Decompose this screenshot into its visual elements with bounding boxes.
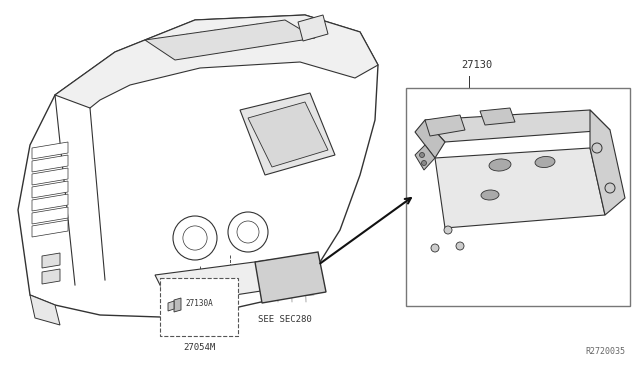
Polygon shape	[155, 258, 300, 305]
Circle shape	[422, 160, 426, 166]
Polygon shape	[55, 15, 378, 108]
Polygon shape	[32, 168, 68, 185]
Text: 27054M: 27054M	[183, 343, 215, 352]
Polygon shape	[32, 220, 68, 237]
Polygon shape	[32, 142, 68, 159]
Polygon shape	[480, 108, 515, 125]
Circle shape	[605, 183, 615, 193]
Polygon shape	[255, 252, 326, 303]
Polygon shape	[415, 145, 435, 170]
Text: 27130A: 27130A	[185, 298, 212, 308]
Polygon shape	[425, 115, 465, 136]
Circle shape	[431, 244, 439, 252]
Polygon shape	[32, 155, 68, 172]
Circle shape	[444, 226, 452, 234]
Polygon shape	[298, 15, 328, 41]
Text: R2720035: R2720035	[585, 347, 625, 356]
Polygon shape	[30, 295, 60, 325]
Polygon shape	[248, 102, 328, 167]
Ellipse shape	[489, 159, 511, 171]
Polygon shape	[32, 207, 68, 224]
Bar	[160, 278, 238, 336]
Ellipse shape	[535, 157, 555, 167]
Polygon shape	[145, 20, 315, 60]
Circle shape	[419, 153, 424, 157]
Text: SEE SEC280: SEE SEC280	[258, 315, 312, 324]
Polygon shape	[32, 181, 68, 198]
Polygon shape	[174, 298, 181, 312]
Circle shape	[592, 143, 602, 153]
Polygon shape	[425, 110, 610, 142]
Polygon shape	[32, 194, 68, 211]
Ellipse shape	[481, 190, 499, 200]
Circle shape	[456, 242, 464, 250]
Polygon shape	[42, 253, 60, 268]
Polygon shape	[240, 93, 335, 175]
Polygon shape	[590, 110, 625, 215]
Polygon shape	[168, 301, 174, 311]
Polygon shape	[42, 269, 60, 284]
Bar	[406, 88, 630, 306]
Polygon shape	[415, 120, 445, 158]
Text: 27130: 27130	[461, 60, 492, 70]
Polygon shape	[435, 148, 605, 228]
Polygon shape	[18, 15, 378, 318]
